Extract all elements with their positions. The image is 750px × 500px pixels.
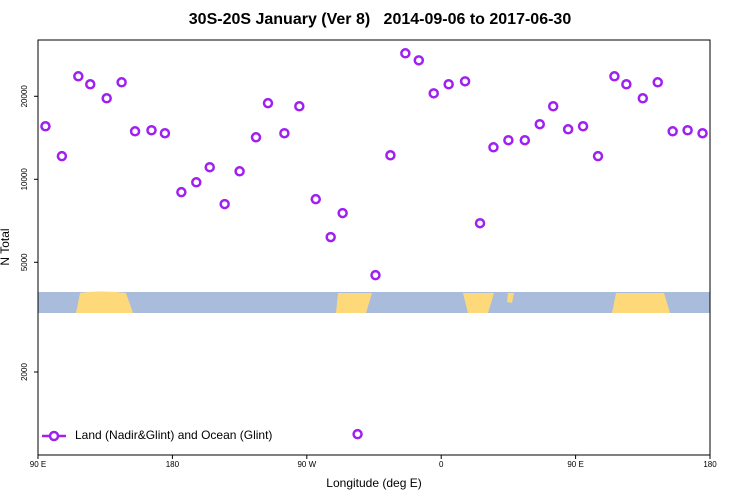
legend-label: Land (Nadir&Glint) and Ocean (Glint) xyxy=(75,428,272,442)
land xyxy=(463,293,494,313)
point xyxy=(325,231,336,243)
point xyxy=(370,269,381,281)
x-tick-label: 180 xyxy=(166,460,180,469)
point xyxy=(101,93,112,104)
y-axis-label: N Total xyxy=(0,228,12,265)
land xyxy=(507,293,514,303)
point xyxy=(609,71,620,82)
y-tick-label: 10000 xyxy=(20,168,29,191)
map-band xyxy=(38,291,710,313)
land xyxy=(336,293,372,313)
x-tick-label: 180 xyxy=(703,460,717,469)
point xyxy=(592,150,604,162)
point xyxy=(652,77,663,88)
point xyxy=(40,121,51,132)
point xyxy=(146,125,157,136)
point xyxy=(250,132,262,143)
y-tick-label: 5000 xyxy=(20,253,29,271)
point xyxy=(577,121,589,132)
land xyxy=(76,291,133,313)
point xyxy=(129,126,141,137)
point xyxy=(219,198,230,210)
point xyxy=(352,428,363,440)
land xyxy=(612,293,670,313)
point xyxy=(294,101,305,112)
point xyxy=(337,207,348,219)
point xyxy=(443,79,454,90)
x-tick-label: 90 W xyxy=(297,460,316,469)
point xyxy=(279,127,290,139)
point xyxy=(400,48,411,59)
x-axis-label: Longitude (deg E) xyxy=(326,476,421,490)
y-tick-label: 2000 xyxy=(20,363,29,381)
point xyxy=(519,134,531,146)
ocean-strip xyxy=(38,292,710,313)
point xyxy=(310,193,322,205)
point xyxy=(459,76,471,87)
point xyxy=(234,166,245,177)
point xyxy=(474,217,486,229)
point xyxy=(413,55,425,66)
point xyxy=(191,177,202,188)
point xyxy=(547,101,559,112)
point xyxy=(621,79,632,90)
plot-frame xyxy=(37,39,711,456)
point xyxy=(682,125,693,136)
chart-title: 30S-20S January (Ver 8) 2014-09-06 to 20… xyxy=(189,11,572,28)
point xyxy=(116,77,127,88)
x-tick-label: 90 E xyxy=(567,460,583,469)
legend-marker xyxy=(48,430,60,442)
point xyxy=(428,88,439,99)
point xyxy=(85,79,96,90)
point xyxy=(562,124,574,135)
point xyxy=(637,93,649,104)
point xyxy=(159,127,171,139)
point xyxy=(262,97,274,109)
point xyxy=(667,126,678,137)
point xyxy=(176,186,187,198)
y-tick-label: 20000 xyxy=(20,85,29,108)
point xyxy=(503,134,514,146)
point xyxy=(73,71,84,82)
x-tick-label: 0 xyxy=(439,460,444,469)
point xyxy=(204,161,215,173)
point xyxy=(488,142,499,153)
point xyxy=(534,118,546,130)
point xyxy=(697,127,708,139)
point xyxy=(56,150,68,162)
point xyxy=(385,150,396,161)
x-tick-label: 90 E xyxy=(30,460,46,469)
